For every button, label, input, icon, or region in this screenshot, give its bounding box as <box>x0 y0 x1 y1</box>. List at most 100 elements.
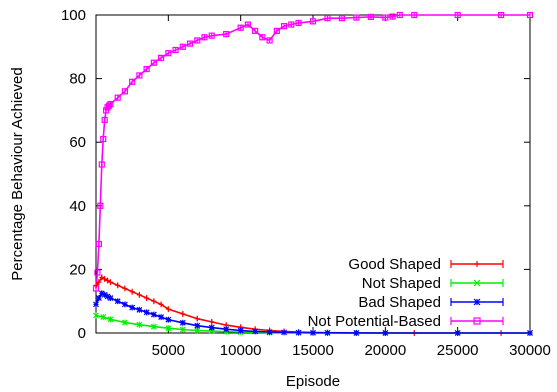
data-point-marker <box>102 276 108 282</box>
data-point-marker <box>180 311 186 317</box>
series-not-potential-based <box>92 11 534 292</box>
data-point-marker <box>93 282 99 288</box>
data-point-marker <box>165 316 172 323</box>
data-point-marker <box>288 21 295 28</box>
data-point-marker <box>473 317 481 325</box>
data-point-marker <box>95 240 102 248</box>
data-point-marker <box>273 27 280 34</box>
legend-label: Good Shaped <box>348 256 441 273</box>
data-point-marker <box>100 314 107 321</box>
data-point-marker <box>367 13 374 21</box>
data-point-marker <box>172 46 179 54</box>
data-point-marker <box>100 135 107 143</box>
data-point-marker <box>165 50 172 57</box>
data-point-marker <box>98 161 105 168</box>
data-point-marker <box>165 306 171 312</box>
y-axis-label: Percentage Behaviour Achieved <box>9 67 26 280</box>
data-point-marker <box>244 21 251 28</box>
data-point-marker <box>99 274 105 280</box>
data-point-marker <box>150 323 157 330</box>
data-point-marker <box>136 72 143 79</box>
data-point-marker <box>179 326 186 333</box>
legend-label: Not Potential-Based <box>308 313 441 330</box>
x-tick-label: 10000 <box>220 342 262 359</box>
data-point-marker <box>295 329 302 336</box>
y-tick-label: 40 <box>69 198 86 215</box>
data-point-marker <box>474 261 480 267</box>
data-point-marker <box>454 11 461 19</box>
data-point-marker <box>150 59 157 66</box>
data-point-marker <box>237 24 244 31</box>
data-point-marker <box>114 94 121 101</box>
data-point-marker <box>497 11 505 19</box>
series-bad-shaped <box>93 290 533 336</box>
data-point-marker <box>107 100 114 108</box>
data-point-marker <box>209 319 215 325</box>
data-point-marker <box>115 282 121 288</box>
data-point-marker <box>309 18 317 25</box>
data-point-marker <box>105 102 113 109</box>
data-point-marker <box>382 330 389 336</box>
data-point-marker <box>382 14 389 21</box>
data-point-marker <box>473 279 481 287</box>
data-point-marker <box>324 329 331 336</box>
legend-item: Bad Shaped <box>358 294 504 311</box>
data-point-marker <box>526 11 534 19</box>
x-tick-labels: 5000 10000 15000 20000 25000 30000 <box>152 342 551 359</box>
data-point-marker <box>151 298 157 304</box>
y-tick-label: 20 <box>69 261 86 278</box>
data-point-marker <box>201 34 208 41</box>
data-point-marker <box>143 309 150 316</box>
data-point-marker <box>93 312 99 319</box>
data-point-marker <box>237 327 244 334</box>
data-point-marker <box>122 319 128 326</box>
y-tick-label: 100 <box>61 7 86 24</box>
data-point-marker <box>194 316 200 322</box>
data-point-marker <box>158 301 164 307</box>
data-point-marker <box>295 19 302 27</box>
data-point-marker <box>266 37 273 44</box>
data-point-marker <box>266 329 273 335</box>
data-point-marker <box>107 295 114 301</box>
data-point-marker <box>396 11 403 19</box>
x-tick-label: 5000 <box>152 342 185 359</box>
data-point-marker <box>136 292 142 298</box>
data-point-marker <box>454 330 461 336</box>
legend: Good Shaped Not Shaped Bad Shaped Not Poten… <box>308 256 504 330</box>
data-point-marker <box>96 279 102 285</box>
data-point-marker <box>165 325 172 332</box>
data-point-marker <box>129 304 136 311</box>
x-axis-label: Episode <box>286 373 340 390</box>
x-tick-label: 30000 <box>509 342 551 359</box>
data-point-marker <box>122 285 128 291</box>
data-point-marker <box>179 319 186 326</box>
data-point-marker <box>389 13 396 20</box>
y-tick-label: 60 <box>69 134 86 151</box>
data-point-marker <box>473 298 481 306</box>
data-point-marker <box>129 78 136 85</box>
data-point-marker <box>158 314 165 321</box>
x-tick-label: 25000 <box>437 342 479 359</box>
data-point-marker <box>310 329 316 336</box>
x-tick-label: 15000 <box>292 342 334 359</box>
legend-item: Not Shaped <box>362 275 504 292</box>
data-point-marker <box>97 202 104 209</box>
legend-item: Not Potential-Based <box>308 313 504 330</box>
plot-frame <box>95 14 531 334</box>
data-point-marker <box>252 27 259 34</box>
data-point-marker <box>194 322 201 329</box>
data-point-marker <box>194 37 201 44</box>
data-point-marker <box>93 301 99 308</box>
data-point-marker <box>208 32 215 39</box>
y-tick-labels: 0 20 40 60 80 100 <box>61 7 86 342</box>
data-point-marker <box>324 15 331 22</box>
data-point-marker <box>223 30 230 38</box>
tick-marks <box>96 14 531 334</box>
data-point-marker <box>95 295 102 301</box>
data-point-marker <box>122 301 128 308</box>
x-tick-label: 20000 <box>364 342 406 359</box>
legend-label: Not Shaped <box>362 275 441 292</box>
legend-item: Good Shaped <box>348 256 504 273</box>
data-point-marker <box>101 116 108 124</box>
